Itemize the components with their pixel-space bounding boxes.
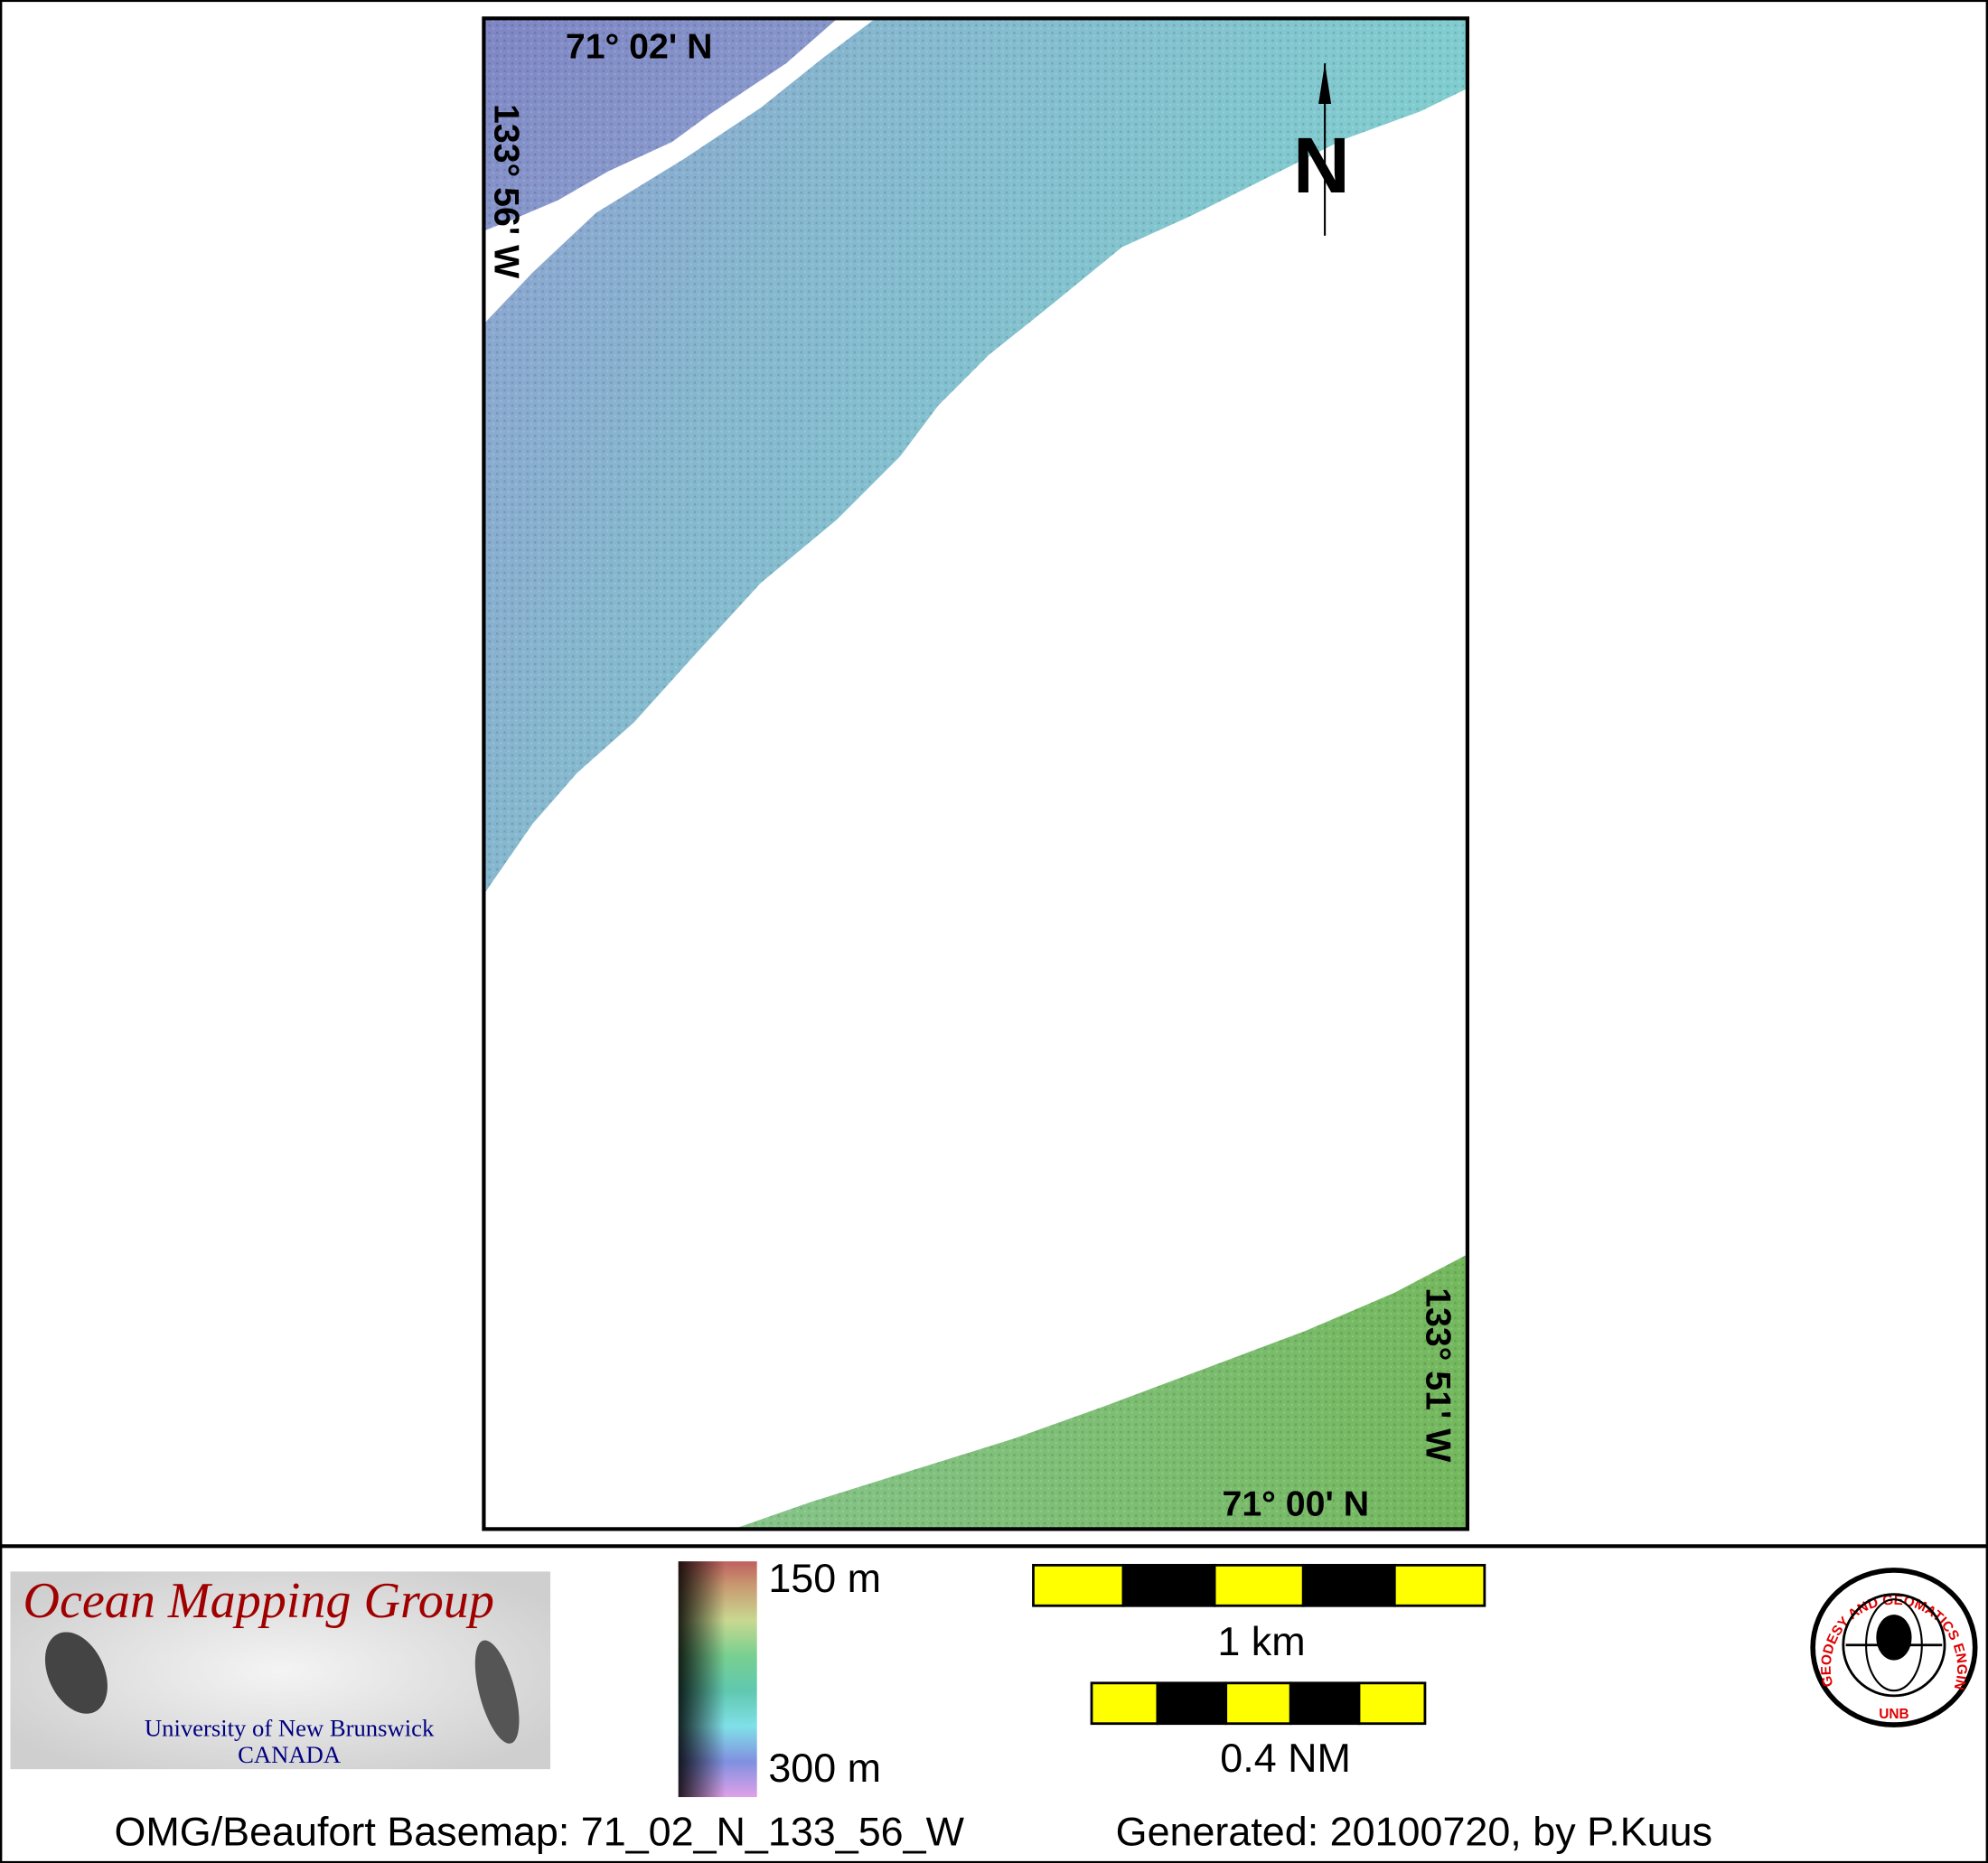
- north-arrow-icon: N: [1293, 63, 1350, 236]
- scale-bar-km: [1032, 1563, 1486, 1607]
- lat-bottom-label: 71° 00' N: [1222, 1484, 1369, 1524]
- omg-logo: Ocean Mapping Group University of New Br…: [10, 1571, 551, 1770]
- swath-south-texture: [735, 1254, 1468, 1529]
- omg-title: Ocean Mapping Group: [23, 1573, 494, 1629]
- scale-bar-nm: [1090, 1681, 1427, 1726]
- unb-bottom-text: UNB: [1879, 1707, 1908, 1722]
- bathymetry-map: [484, 19, 1468, 1529]
- generated-info: Generated: 20100720, by P.Kuus: [1116, 1808, 1712, 1854]
- lon-right-label: 133° 51' W: [1418, 1287, 1458, 1463]
- map-frame: [482, 16, 1470, 1531]
- omg-country: CANADA: [238, 1741, 342, 1768]
- depth-min-label: 150 m: [768, 1555, 881, 1601]
- basemap-id: OMG/Beaufort Basemap: 71_02_N_133_56_W: [115, 1808, 965, 1854]
- depth-max-label: 300 m: [768, 1745, 881, 1791]
- swath-main-texture: [484, 19, 1468, 894]
- depth-colorbar: [678, 1561, 757, 1798]
- omg-university: University of New Brunswick: [145, 1715, 435, 1742]
- lat-top-label: 71° 02' N: [566, 27, 713, 67]
- scale-nm-label: 0.4 NM: [1220, 1735, 1351, 1781]
- lon-left-label: 133° 56' W: [486, 104, 526, 279]
- scale-km-label: 1 km: [1217, 1618, 1305, 1664]
- north-arrow-label: N: [1293, 122, 1350, 210]
- swath-north-deep-texture: [484, 19, 838, 231]
